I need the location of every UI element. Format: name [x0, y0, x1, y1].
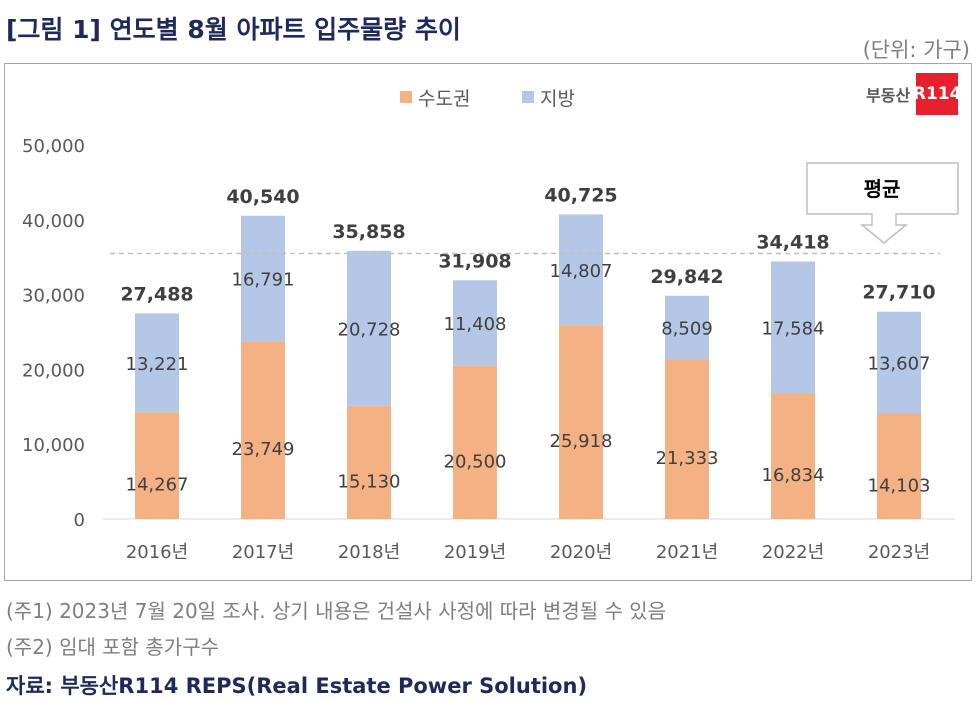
- bar-segment: [877, 413, 921, 519]
- x-tick-label: 2018년: [338, 542, 400, 563]
- data-label: 20,500: [444, 451, 507, 472]
- note-2: (주2) 임대 포함 총가구수: [6, 635, 220, 659]
- data-label: 8,509: [661, 319, 713, 340]
- legend-label: 지방: [540, 88, 575, 110]
- bar-segment: [665, 295, 709, 360]
- bar-segment: [665, 359, 709, 519]
- data-label: 16,791: [232, 270, 295, 291]
- y-tick-label: 40,000: [22, 211, 85, 232]
- r114-logo: 부동산 R114: [866, 73, 961, 115]
- data-label: 17,584: [762, 318, 825, 339]
- x-tick-label: 2016년: [126, 542, 188, 563]
- data-label: 14,267: [126, 475, 189, 496]
- total-label: 40,725: [544, 184, 617, 206]
- bar-segment: [877, 311, 921, 414]
- average-label: 평균: [864, 177, 901, 201]
- source: 자료: 부동산R114 REPS(Real Estate Power Solut…: [6, 674, 588, 698]
- data-label: 25,918: [550, 431, 613, 452]
- y-tick-label: 50,000: [22, 136, 85, 157]
- x-tick-label: 2020년: [550, 542, 612, 563]
- y-tick-label: 0: [74, 510, 85, 531]
- total-label: 29,842: [650, 266, 723, 288]
- legend-swatch: [400, 91, 412, 103]
- data-label: 15,130: [338, 471, 401, 492]
- bar-segment: [771, 393, 815, 519]
- bar-segment: [559, 325, 603, 519]
- data-label: 13,607: [868, 354, 931, 375]
- x-tick-label: 2017년: [232, 542, 294, 563]
- total-label: 40,540: [226, 186, 299, 208]
- total-label: 31,908: [438, 250, 511, 272]
- bar-segment: [135, 412, 179, 519]
- chart-svg: 0 10,000 20,000 30,000 40,000 50,000 수도권 지방 14,2…: [22, 88, 959, 563]
- logo-box: R114: [913, 73, 961, 115]
- y-tick-label: 20,000: [22, 360, 85, 381]
- average-callout: [806, 162, 959, 244]
- bar-segment: [347, 250, 391, 406]
- x-tick-label: 2019년: [444, 542, 506, 563]
- chart-frame: [4, 63, 972, 581]
- page-title: [그림 1] 연도별 8월 아파트 입주물량 추이: [6, 15, 461, 44]
- bar-segment: [347, 405, 391, 519]
- y-tick-label: 10,000: [22, 435, 85, 456]
- bar-segment: [771, 261, 815, 394]
- data-label: 20,728: [338, 319, 401, 340]
- bar-segment: [453, 365, 497, 519]
- data-label: 23,749: [232, 439, 295, 460]
- bar-segment: [241, 215, 285, 342]
- total-label: 34,418: [756, 232, 829, 254]
- data-label: 13,221: [126, 354, 189, 375]
- legend-swatch: [522, 91, 534, 103]
- bar-segment: [453, 280, 497, 366]
- unit-label: (단위: 가구): [862, 38, 970, 62]
- x-tick-label: 2021년: [656, 542, 718, 563]
- bar-segment: [135, 313, 179, 413]
- y-tick-label: 30,000: [22, 286, 85, 307]
- data-label: 21,333: [656, 448, 719, 469]
- data-label: 14,103: [868, 475, 931, 496]
- legend-label: 수도권: [418, 88, 470, 110]
- total-label: 27,488: [120, 283, 193, 305]
- bar-segment: [559, 214, 603, 326]
- total-label: 35,858: [332, 221, 405, 243]
- data-label: 14,807: [550, 261, 613, 282]
- note-1: (주1) 2023년 7월 20일 조사. 상기 내용은 건설사 사정에 따라 …: [6, 599, 667, 623]
- logo-text: 부동산: [866, 86, 911, 105]
- x-tick-label: 2023년: [868, 542, 930, 563]
- bar-segment: [241, 341, 285, 519]
- data-label: 11,408: [444, 314, 507, 335]
- data-label: 16,834: [762, 465, 825, 486]
- total-label: 27,710: [862, 282, 935, 304]
- x-tick-label: 2022년: [762, 542, 824, 563]
